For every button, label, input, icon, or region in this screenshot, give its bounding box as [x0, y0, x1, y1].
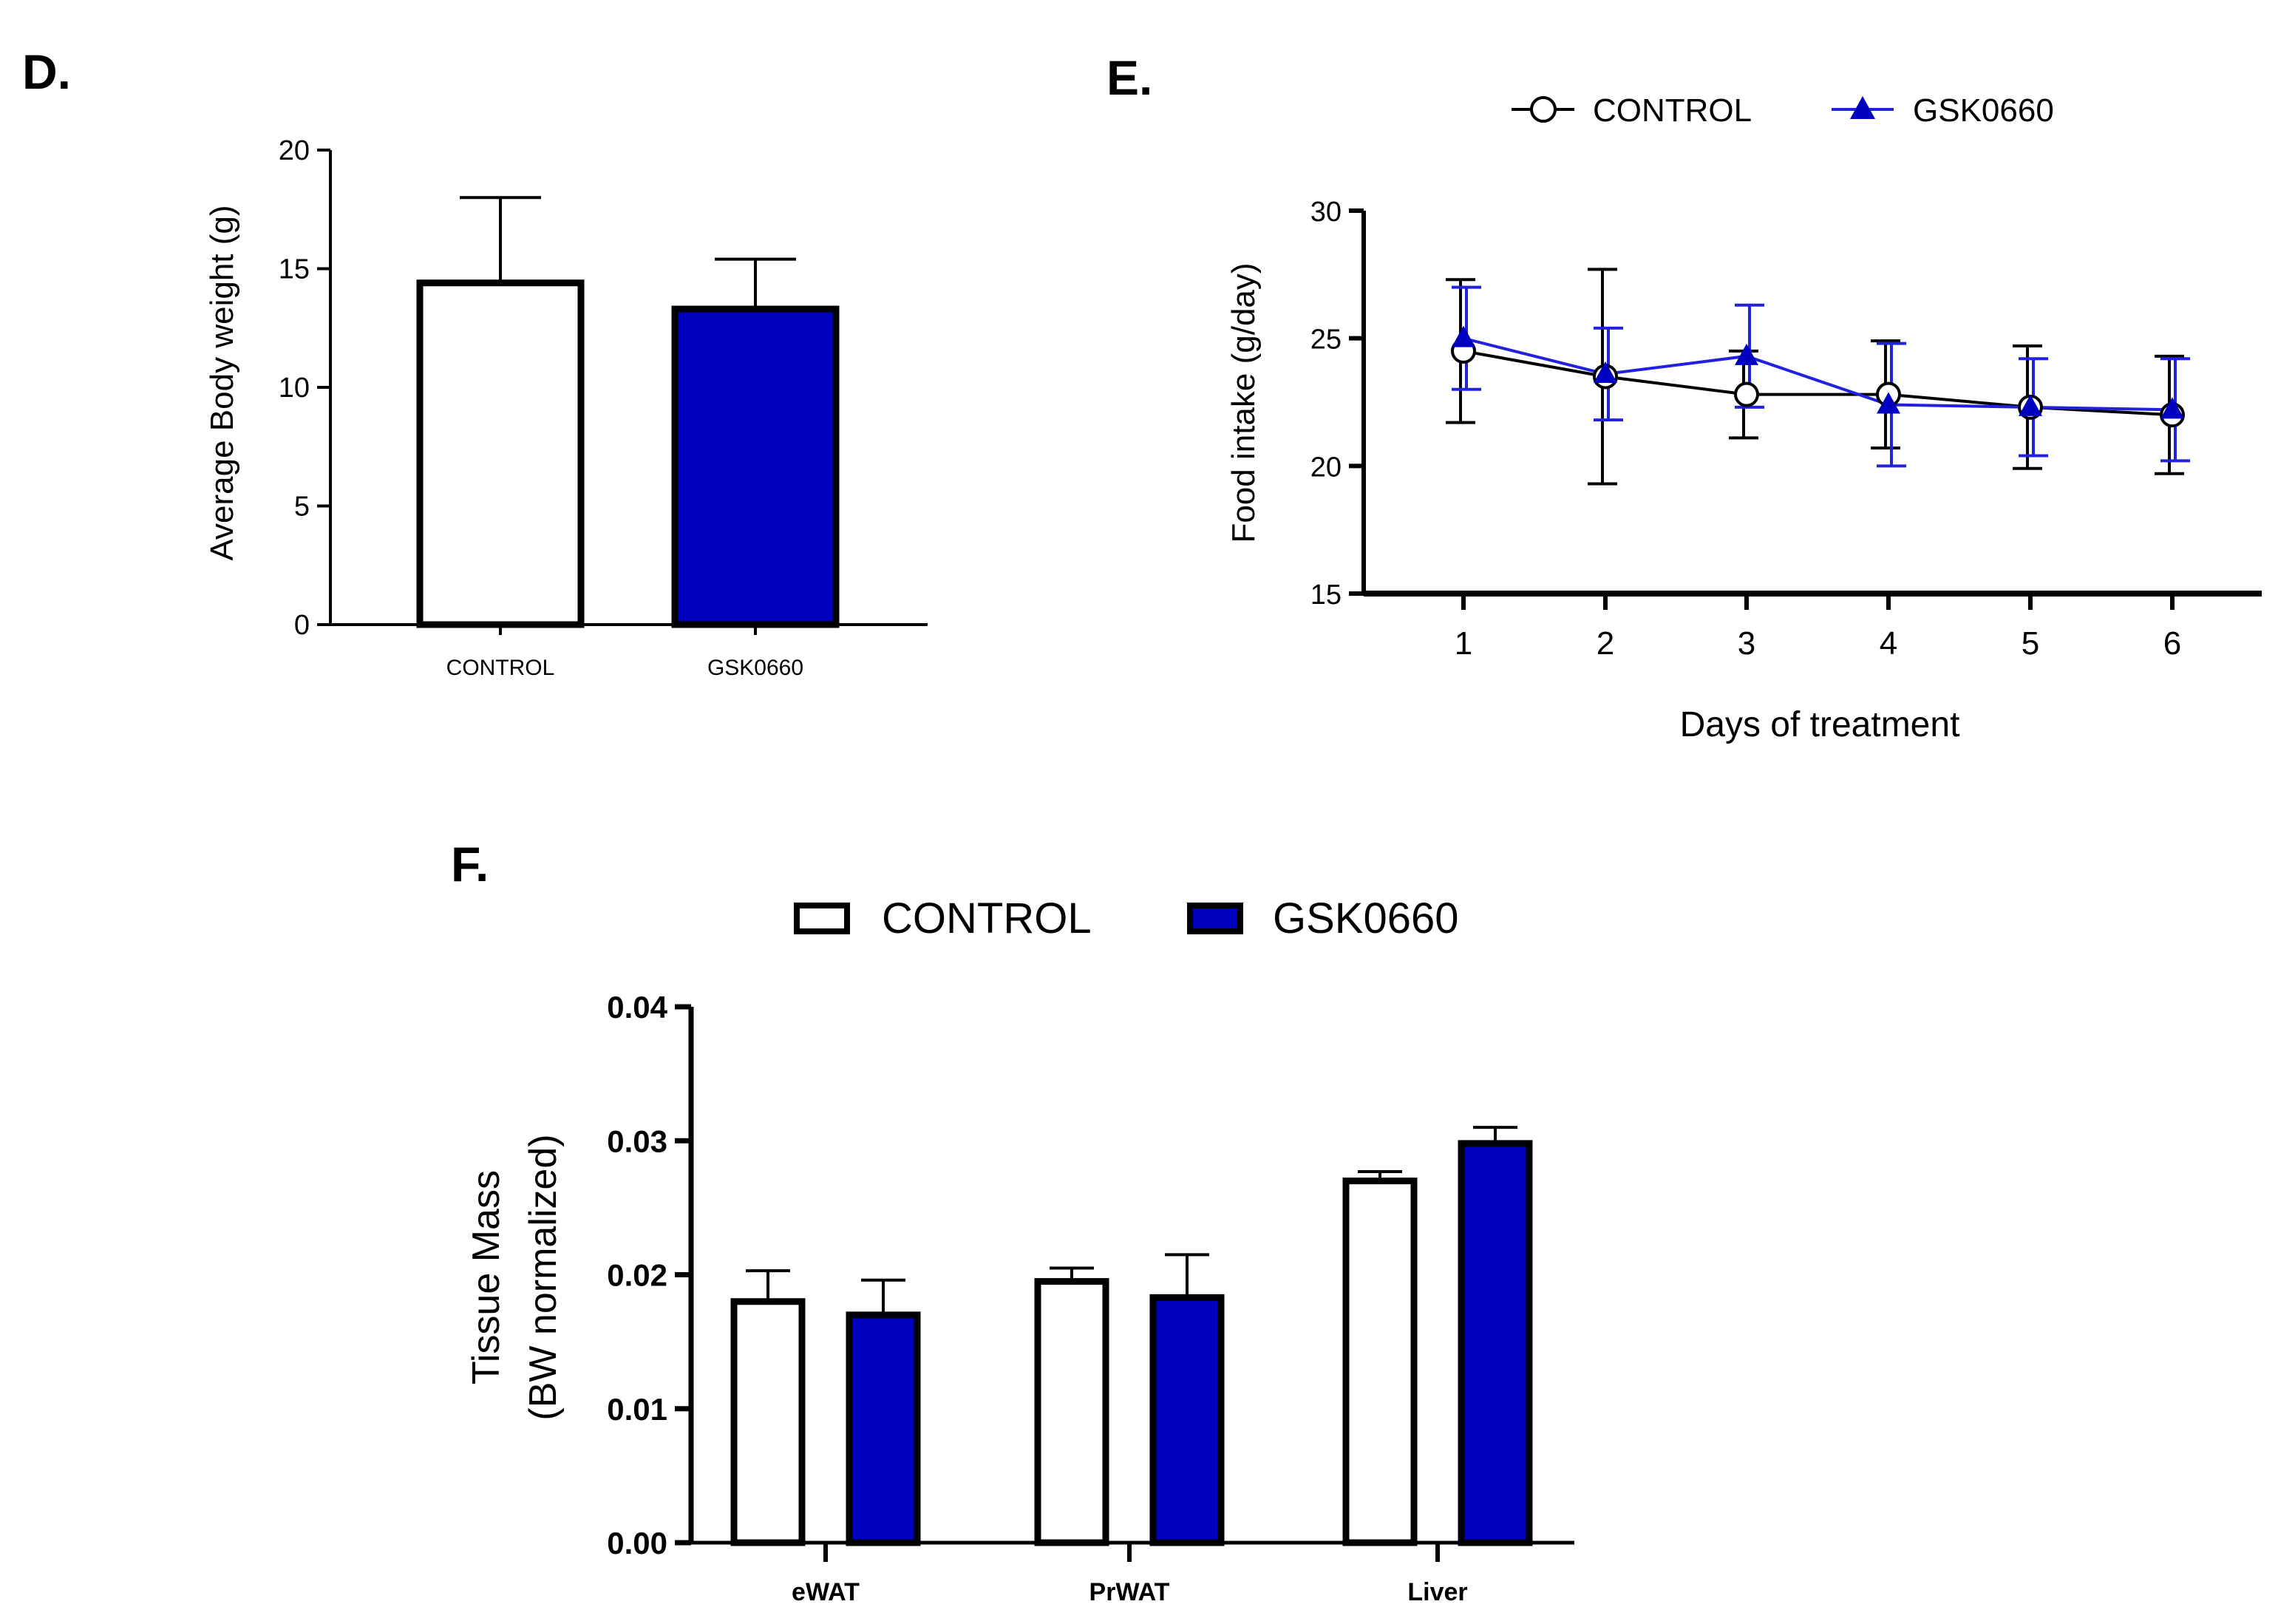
- panel-e-ylabel: Food intake (g/day): [1225, 262, 1262, 543]
- panel-e-point-gsk: [1452, 325, 1475, 347]
- panel-d-ytick-label: 0: [294, 610, 310, 641]
- panel-e-point-gsk: [2019, 394, 2042, 416]
- panel-f-ytick-label: 0.03: [607, 1124, 667, 1158]
- panel-e-legend-label-control: CONTROL: [1593, 92, 1752, 129]
- panel-f-legend-label-control: CONTROL: [882, 894, 1092, 942]
- panel-d: D. Average Body weight (g) 0 5 10 15 20 CONTR…: [22, 44, 928, 680]
- panel-f-ytick-label: 0.01: [607, 1392, 667, 1427]
- panel-f-bar: [1342, 1178, 1418, 1546]
- panel-e-legend-marker-control: [1530, 96, 1557, 123]
- panel-d-category-label: CONTROL: [446, 656, 555, 680]
- panel-f-ytick-label: 0.00: [607, 1526, 667, 1560]
- panel-d-bar: [416, 279, 585, 628]
- panel-e-label: E.: [1106, 50, 1152, 105]
- panel-f-category-label: eWAT: [792, 1578, 860, 1606]
- panel-e-point-gsk: [1594, 361, 1617, 384]
- panel-d-ytick-label: 5: [294, 492, 310, 523]
- panel-d-ytick-label: 10: [279, 373, 310, 404]
- panel-f-label: F.: [451, 837, 489, 891]
- panel-f-category-label: Liver: [1407, 1578, 1467, 1606]
- panel-e-xtick-label: 1: [1455, 625, 1472, 662]
- panel-f-bar: [1034, 1278, 1109, 1546]
- panel-f-ytick-label: 0.02: [607, 1258, 667, 1293]
- panel-e-point-control: [1734, 381, 1759, 407]
- panel-f-bar: [846, 1311, 921, 1546]
- panel-e-xtick-label: 5: [2022, 625, 2039, 662]
- panel-f-legend-label-gsk: GSK0660: [1273, 894, 1459, 942]
- panel-e-series-line: [1463, 336, 2173, 412]
- panel-f-bar: [730, 1298, 806, 1546]
- panel-e-xtick-label: 6: [2163, 625, 2181, 662]
- panel-f-category-label: PrWAT: [1089, 1578, 1170, 1606]
- panel-e-xtick-label: 3: [1738, 625, 1755, 662]
- panel-f-ylabel: Tissue Mass: [465, 1170, 508, 1385]
- panel-e-xtick-label: 2: [1597, 625, 1614, 662]
- panel-d-bar: [671, 305, 840, 628]
- panel-e-ytick-label: 20: [1310, 452, 1342, 483]
- panel-d-ylabel: Average Body weight (g): [204, 205, 240, 560]
- panel-e-point-gsk: [1735, 343, 1758, 365]
- panel-e-point-gsk: [1877, 392, 1900, 414]
- panel-f-ytick-label: 0.04: [607, 990, 667, 1025]
- panel-f-legend-swatch-gsk: [1187, 903, 1243, 934]
- panel-e-ytick-label: 15: [1310, 580, 1342, 611]
- panel-d-ytick-label: 20: [279, 135, 310, 166]
- panel-d-label: D.: [22, 44, 71, 99]
- panel-f: F. Tissue Mass (BW normalized) 0.00 0.01 0…: [451, 837, 1574, 1606]
- panel-e-ytick-label: 25: [1310, 325, 1342, 356]
- panel-d-category-label: GSK0660: [707, 656, 803, 680]
- panel-e-series-line: [1463, 349, 2173, 417]
- panel-d-ytick-label: 15: [279, 254, 310, 285]
- panel-e-xtick-label: 4: [1880, 625, 1897, 662]
- panel-e-xlabel: Days of treatment: [1680, 705, 1960, 744]
- panel-f-legend-swatch-control: [794, 903, 850, 934]
- panel-e-ytick-label: 30: [1310, 197, 1342, 228]
- panel-e-point-gsk: [2160, 397, 2184, 419]
- panel-e: E. Food intake (g/day) Days of treatment…: [1106, 50, 2262, 744]
- panel-f-ylabel-2: (BW normalized): [522, 1134, 565, 1420]
- panel-e-legend-label-gsk: GSK0660: [1913, 92, 2054, 129]
- panel-e-legend-marker-gsk: [1850, 96, 1875, 119]
- panel-f-bar: [1458, 1140, 1533, 1546]
- panel-f-bar: [1149, 1294, 1225, 1546]
